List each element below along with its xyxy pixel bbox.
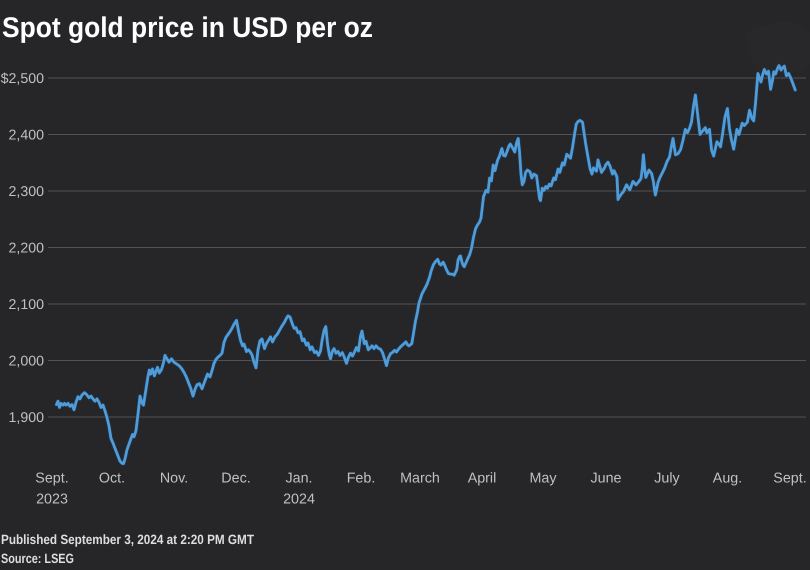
svg-text:Aug.: Aug. [713, 471, 742, 487]
svg-text:Oct.: Oct. [99, 471, 125, 487]
svg-text:Sept.: Sept. [35, 471, 68, 487]
svg-text:2,100: 2,100 [8, 297, 44, 313]
svg-text:Nov.: Nov. [160, 471, 188, 487]
svg-text:Sept.: Sept. [773, 471, 806, 487]
svg-text:June: June [590, 471, 621, 487]
svg-text:July: July [654, 471, 680, 487]
svg-text:2,400: 2,400 [8, 128, 44, 144]
svg-text:Spot gold price in USD per oz: Spot gold price in USD per oz [2, 12, 373, 44]
svg-text:Published September 3, 2024 at: Published September 3, 2024 at 2:20 PM G… [1, 532, 255, 547]
svg-text:2,300: 2,300 [8, 184, 44, 200]
svg-text:April: April [468, 471, 497, 487]
svg-text:Source: LSEG: Source: LSEG [1, 551, 74, 566]
svg-text:Jan.: Jan. [285, 471, 312, 487]
svg-text:May: May [529, 471, 557, 487]
svg-text:2,200: 2,200 [8, 241, 44, 257]
svg-text:2024: 2024 [283, 492, 315, 508]
svg-text:Feb.: Feb. [347, 471, 376, 487]
svg-text:$2,500: $2,500 [1, 71, 45, 87]
svg-text:1,900: 1,900 [8, 410, 44, 426]
svg-text:March: March [400, 471, 440, 487]
svg-text:Dec.: Dec. [221, 471, 250, 487]
svg-text:2,000: 2,000 [8, 354, 44, 370]
svg-text:2023: 2023 [36, 492, 68, 508]
